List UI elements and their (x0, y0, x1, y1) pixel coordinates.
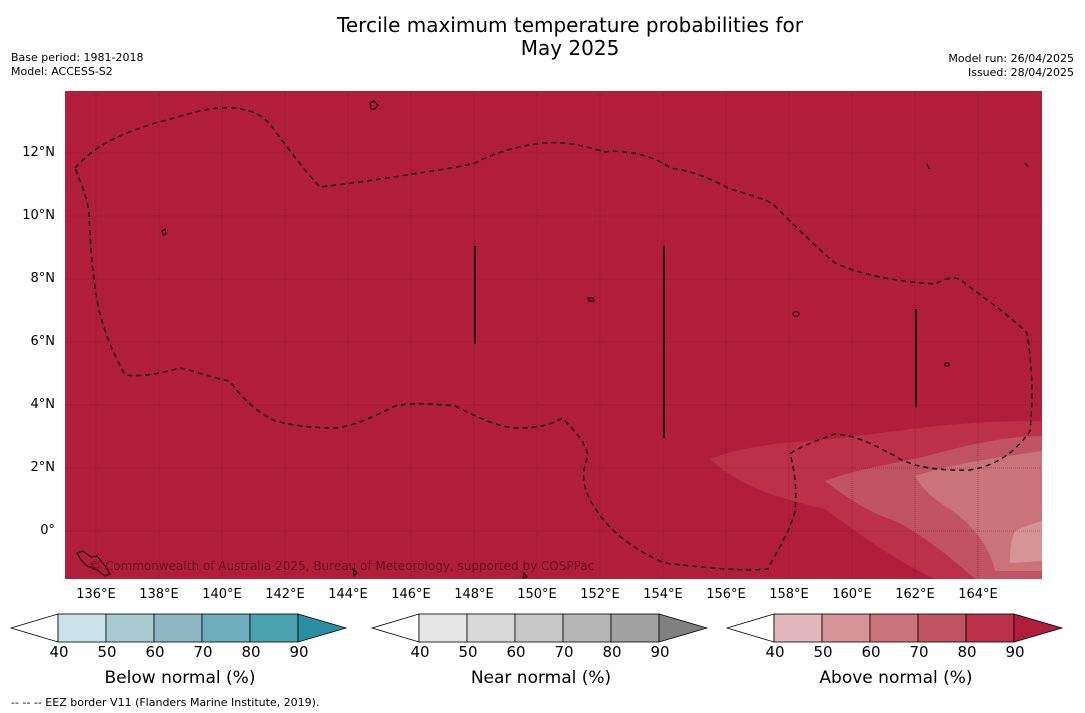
colorbar-near-label: Near normal (%) (470, 668, 612, 688)
chart-title: Tercile maximum temperature probabilitie… (0, 14, 1085, 60)
lon-tick-144e: 144°E (328, 587, 368, 602)
lat-tick-12n: 12°N (22, 145, 55, 160)
cb-near-tick: 60 (506, 643, 526, 661)
colorbar-below-label: Below normal (%) (104, 668, 256, 688)
graticule (65, 91, 1042, 579)
islands (76, 100, 1029, 579)
lon-tick-152e: 152°E (580, 587, 620, 602)
colorbar-segment (869, 613, 919, 643)
colorbar-segment (821, 613, 871, 643)
colorbar-over-triangle (297, 613, 348, 643)
colorbar-above-normal (726, 613, 1064, 643)
colorbar-segment (57, 613, 107, 643)
lon-tick-154e: 154°E (643, 587, 683, 602)
colorbar-near-segments (371, 613, 709, 643)
model-run: Model run: 26/04/2025 (948, 52, 1074, 65)
colorbar-under-triangle (10, 613, 59, 643)
colorbar-segment (249, 613, 299, 643)
colorbar-near-normal (371, 613, 709, 643)
colorbar-over-triangle (1013, 613, 1064, 643)
cb-near-tick: 40 (410, 643, 430, 661)
lat-tick-6n: 6°N (30, 334, 56, 349)
eez-footnote: -- -- -- EEZ border V11 (Flanders Marine… (11, 696, 320, 709)
cb-below-tick: 70 (193, 643, 213, 661)
cb-below-tick: 40 (49, 643, 69, 661)
cb-above-tick: 90 (1005, 643, 1025, 661)
colorbar-below-normal (10, 613, 348, 643)
cb-above-tick: 60 (861, 643, 881, 661)
colorbar-segment (105, 613, 155, 643)
title-line-2: May 2025 (520, 36, 620, 60)
cb-above-tick: 40 (765, 643, 785, 661)
colorbar-segment (965, 613, 1015, 643)
prob-zone-60 (915, 451, 1042, 571)
model-name: Model: ACCESS-S2 (11, 65, 113, 78)
lon-tick-136e: 136°E (76, 587, 116, 602)
cb-above-tick: 80 (957, 643, 977, 661)
colorbar-segment (466, 613, 516, 643)
issued-date: Issued: 28/04/2025 (967, 66, 1074, 79)
lat-tick-4n: 4°N (30, 397, 56, 412)
map-copyright: © Commonwealth of Australia 2025, Bureau… (89, 559, 594, 573)
lon-tick-146e: 146°E (391, 587, 431, 602)
cb-near-tick: 70 (554, 643, 574, 661)
colorbar-under-triangle (371, 613, 420, 643)
lat-tick-8n: 8°N (30, 271, 56, 286)
colorbar-above-segments (726, 613, 1064, 643)
base-period: Base period: 1981-2018 (11, 51, 144, 64)
lat-tick-10n: 10°N (22, 208, 55, 223)
eez-borders (74, 107, 1033, 571)
meta-left: Base period: 1981-2018 Model: ACCESS-S2 (11, 51, 143, 79)
lon-tick-150e: 150°E (517, 587, 557, 602)
colorbar-above-ticks: 40 50 60 70 80 90 (716, 643, 1076, 663)
colorbar-segment (610, 613, 660, 643)
prob-zone-50 (1010, 521, 1042, 563)
meta-right: Model run: 26/04/2025 Issued: 28/04/2025 (948, 52, 1074, 80)
cb-above-tick: 50 (813, 643, 833, 661)
colorbar-segment (773, 613, 823, 643)
colorbar-over-triangle (658, 613, 709, 643)
title-line-1: Tercile maximum temperature probabilitie… (337, 13, 803, 37)
lon-tick-148e: 148°E (454, 587, 494, 602)
lon-tick-140e: 140°E (202, 587, 242, 602)
lon-tick-156e: 156°E (706, 587, 746, 602)
colorbar-under-triangle (726, 613, 775, 643)
lon-tick-164e: 164°E (958, 587, 998, 602)
cb-above-tick: 70 (909, 643, 929, 661)
colorbar-below-ticks: 40 50 60 70 80 90 (0, 643, 360, 663)
cb-below-tick: 60 (145, 643, 165, 661)
colorbar-segment (917, 613, 967, 643)
cb-near-tick: 50 (458, 643, 478, 661)
cb-below-tick: 80 (241, 643, 261, 661)
lat-tick-0: 0° (40, 523, 55, 538)
lon-tick-138e: 138°E (139, 587, 179, 602)
colorbar-segment (562, 613, 612, 643)
colorbar-above-label: Above normal (%) (819, 668, 973, 688)
colorbar-segment (201, 613, 251, 643)
colorbar-segment (418, 613, 468, 643)
colorbar-segment (514, 613, 564, 643)
cb-below-tick: 90 (289, 643, 309, 661)
cb-near-tick: 90 (650, 643, 670, 661)
cb-near-tick: 80 (602, 643, 622, 661)
lon-tick-142e: 142°E (265, 587, 305, 602)
lon-tick-160e: 160°E (832, 587, 872, 602)
colorbar-below-segments (10, 613, 348, 643)
data-gaps (474, 246, 917, 438)
probability-map: © Commonwealth of Australia 2025, Bureau… (65, 91, 1042, 579)
cb-below-tick: 50 (97, 643, 117, 661)
colorbar-segment (153, 613, 203, 643)
lat-tick-2n: 2°N (30, 460, 56, 475)
lon-tick-162e: 162°E (895, 587, 935, 602)
colorbar-near-ticks: 40 50 60 70 80 90 (361, 643, 721, 663)
lon-tick-158e: 158°E (769, 587, 809, 602)
